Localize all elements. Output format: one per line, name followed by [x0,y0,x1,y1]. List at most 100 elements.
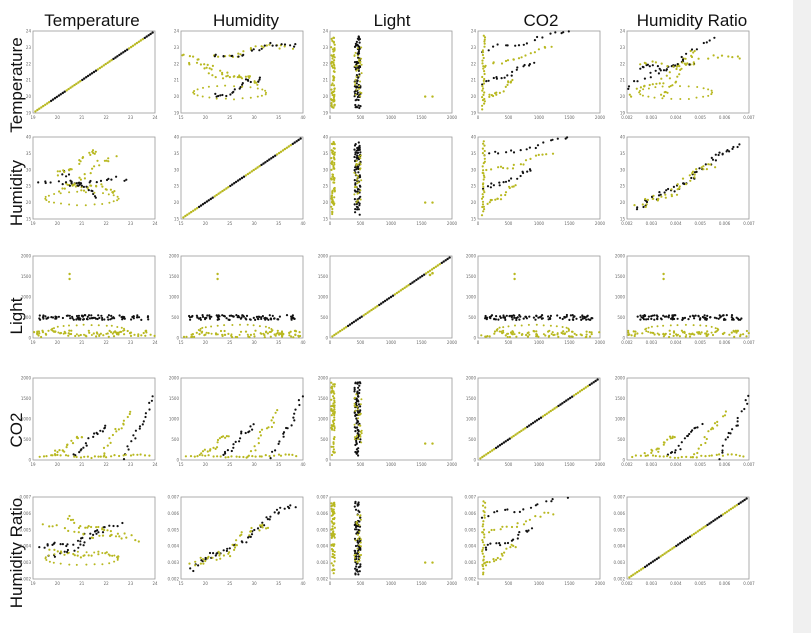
y-tick-label: 2000 [318,254,329,259]
scatter-point [481,104,484,107]
scatter-point [205,200,209,203]
scatter-point [729,507,733,511]
scatter-point [645,203,648,206]
scatter-point [668,329,671,332]
scatter-point [240,316,243,319]
x-tick-label: 0 [329,340,332,345]
scatter-point [198,333,201,336]
scatter-point [513,316,516,319]
scatter-point [651,314,654,317]
scatter-point [357,76,360,79]
scatter-point [332,508,335,511]
scatter-point [88,537,92,540]
scatter-point [332,395,335,398]
scatter-point [503,76,506,79]
scatter-point [702,95,705,98]
scatter-point [358,65,361,68]
scatter-point [357,501,360,504]
scatter-point [356,47,359,50]
y-tick-label: 21 [323,78,329,83]
scatter-point [59,192,62,195]
scatter-point [359,105,362,108]
scatter-point [191,333,194,336]
scatter-point [289,330,292,333]
scatter-point [331,569,334,572]
scatter-point [485,80,488,83]
scatter-point [354,549,357,553]
scatter-point [671,547,674,550]
scatter-point [75,318,78,321]
scatter-point [556,137,559,140]
scatter-point [484,564,488,567]
scatter-point [353,144,357,147]
scatter-point [696,331,699,334]
scatter-point [359,175,362,179]
scatter-point [191,314,194,318]
y-tick-label: 500 [468,315,476,320]
y-tick-label: 35 [26,151,32,156]
scatter-point [225,94,228,98]
scatter-point [552,513,555,516]
scatter-point [222,435,225,438]
scatter-point [664,193,667,196]
scatter-point [252,316,255,319]
scatter-point [69,333,71,336]
scatter-point [346,324,350,328]
scatter-point [704,455,707,458]
scatter-point [241,97,244,100]
scatter-point [333,550,336,553]
scatter-point [72,318,75,321]
scatter-point [483,102,486,105]
scatter-point [53,548,56,552]
scatter-point [716,327,719,330]
y-tick-label: 0.002 [465,577,477,582]
scatter-point [697,315,700,318]
scatter-point [282,435,285,438]
scatter-point [112,335,116,338]
x-tick-label: 2000 [447,221,458,226]
scatter-point [107,193,110,196]
scatter-point [565,315,568,318]
x-tick-label: 1500 [416,462,427,467]
scatter-point [211,64,214,67]
scatter-point [358,536,361,539]
scatter-point [553,407,556,410]
x-tick-label: 1000 [386,221,397,226]
scatter-point [72,552,75,556]
scatter-point [496,556,499,560]
scatter-point [421,274,424,278]
scatter-point [76,550,79,553]
scatter-point [644,199,647,202]
x-tick-label: 0 [477,115,480,120]
scatter-point [66,517,70,520]
x-tick-label: 1500 [564,221,575,226]
scatter-point [397,290,400,293]
scatter-point [658,191,661,194]
scatter-point [219,94,222,97]
scatter-point [356,106,359,109]
scatter-point [520,324,523,327]
scatter-point [483,70,486,73]
scatter-point [279,150,283,153]
scatter-point [556,314,559,317]
scatter-point [62,325,65,327]
scatter-point [630,574,633,578]
scatter-point [688,332,691,335]
scatter-point [67,454,70,457]
scatter-point [481,89,484,92]
x-tick-label: 1500 [416,221,427,226]
y-tick-label: 0.003 [20,560,32,565]
scatter-point [97,531,100,534]
scatter-point [76,204,78,207]
scatter-point [715,317,718,320]
scatter-point [58,170,62,173]
scatter-point [250,533,254,536]
scatter-point [68,324,70,327]
y-tick-label: 0.007 [465,495,477,500]
scatter-point [522,428,525,431]
scatter-point [64,454,68,457]
scatter-point [188,562,191,565]
scatter-point [42,455,46,458]
scatter-point [332,445,335,448]
